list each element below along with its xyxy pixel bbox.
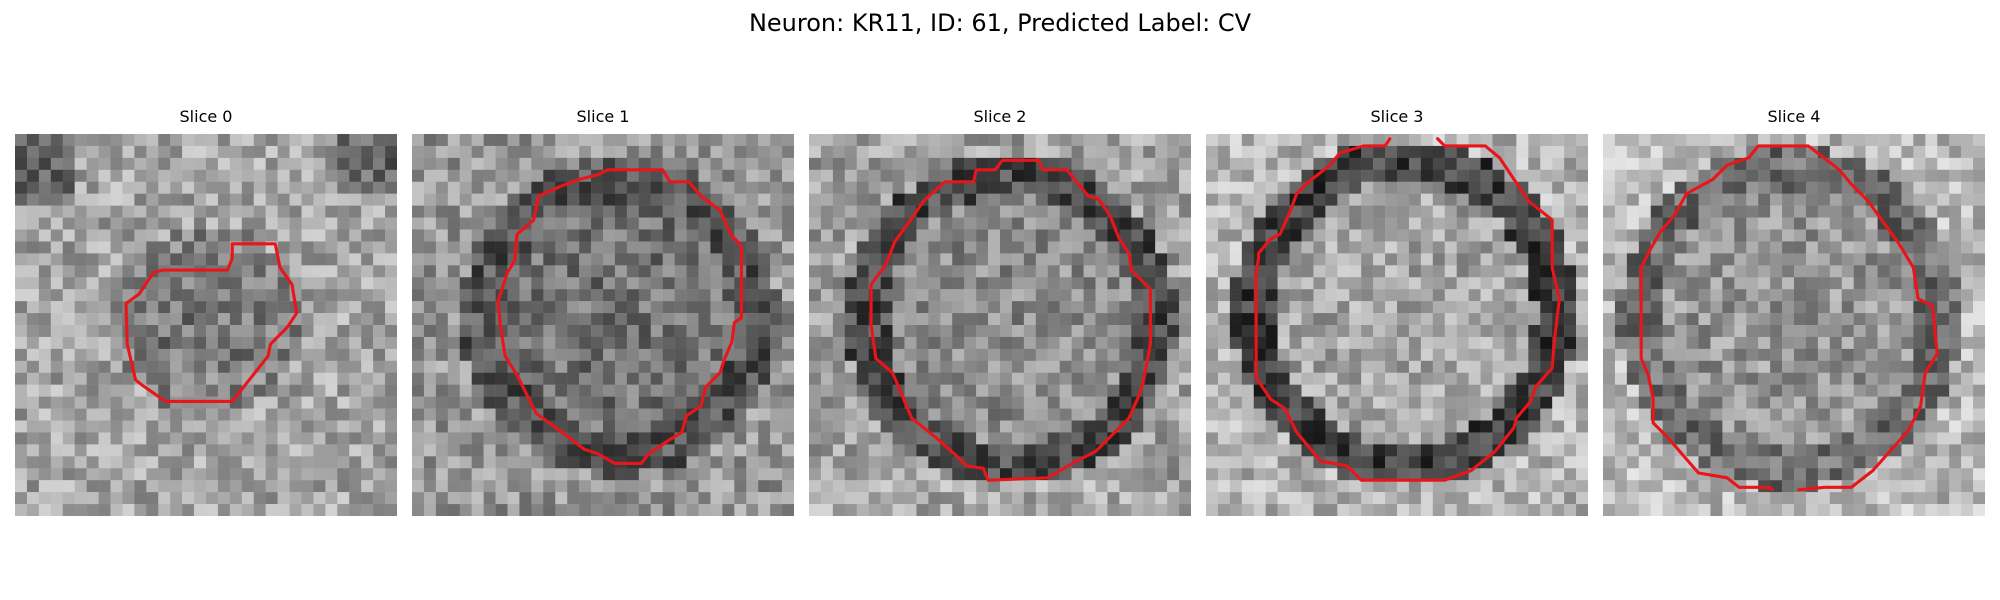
slice-image-2	[809, 134, 1191, 516]
pixel-grid-0	[15, 134, 397, 516]
slice-title-1: Slice 1	[576, 107, 630, 126]
contour-3	[1254, 137, 1561, 482]
pixel-grid-2	[809, 134, 1191, 516]
slice-title-2: Slice 2	[973, 107, 1027, 126]
contour-0	[124, 242, 299, 403]
slice-title-0: Slice 0	[179, 107, 233, 126]
pixel-grid-4	[1603, 134, 1985, 516]
slice-image-0	[15, 134, 397, 516]
slice-panel-0: Slice 0	[15, 107, 397, 523]
slice-panel-2: Slice 2	[809, 107, 1191, 523]
contour-1	[496, 168, 744, 466]
contour-4	[1639, 144, 1939, 492]
slice-image-3	[1206, 134, 1588, 516]
slice-panel-4: Slice 4	[1603, 107, 1985, 523]
slice-image-1	[412, 134, 794, 516]
figure-title: Neuron: KR11, ID: 61, Predicted Label: C…	[748, 9, 1252, 37]
slice-title-3: Slice 3	[1370, 107, 1424, 126]
slice-image-4	[1603, 134, 1985, 516]
slice-panel-3: Slice 3	[1206, 107, 1588, 523]
pixel-grid-1	[412, 134, 794, 516]
slice-title-4: Slice 4	[1767, 107, 1821, 126]
contour-2	[869, 158, 1152, 482]
slice-panel-1: Slice 1	[412, 107, 794, 523]
pixel-grid-3	[1206, 134, 1588, 516]
